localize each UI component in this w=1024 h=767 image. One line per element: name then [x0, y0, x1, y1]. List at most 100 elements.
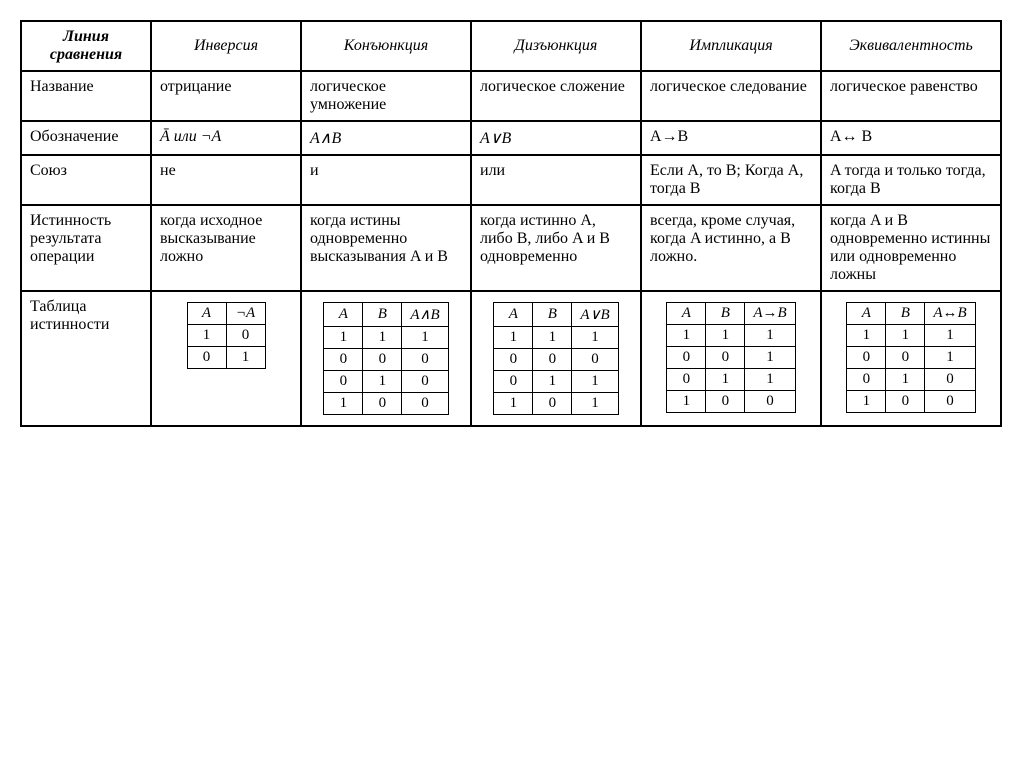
truth-cell: 1	[667, 391, 706, 413]
truth-col-header: ¬A	[226, 303, 265, 325]
truth-col-header: A	[187, 303, 226, 325]
truth-cell: 1	[847, 325, 886, 347]
truth-cell: 1	[745, 347, 795, 369]
truth-cell: 0	[925, 369, 975, 391]
truth-cell: 1	[226, 347, 265, 369]
truth-cell: 1	[572, 371, 618, 393]
cell-truth-cond-equivalence: когда A и B одновременно истинны или одн…	[821, 205, 1001, 291]
truth-col-header: B	[363, 303, 402, 327]
cell-truth-cond-disjunction: когда истинно A, либо B, либо A и B одно…	[471, 205, 641, 291]
truth-cell: 1	[324, 327, 363, 349]
cell-truth-table-disjunction: ABA∨B111000011101	[471, 291, 641, 426]
truth-cell: 0	[494, 349, 533, 371]
truth-col-header: B	[706, 303, 745, 325]
truth-cell: 0	[187, 347, 226, 369]
truth-cell: 1	[187, 325, 226, 347]
header-equivalence: Эквивалентность	[821, 21, 1001, 71]
cell-truth-cond-inversion: когда исходное высказывание ложно	[151, 205, 301, 291]
row-name-label: Название	[21, 71, 151, 121]
header-implication: Импликация	[641, 21, 821, 71]
truth-col-header: A	[667, 303, 706, 325]
cell-name-inversion: отрицание	[151, 71, 301, 121]
header-disjunction: Дизъюнкция	[471, 21, 641, 71]
truth-table-inversion: A¬A1001	[187, 302, 266, 369]
truth-cell: 0	[745, 391, 795, 413]
truth-cell: 1	[572, 327, 618, 349]
row-truth-table-label: Таблица истинности	[21, 291, 151, 426]
truth-col-header: B	[886, 303, 925, 325]
truth-table-conjunction: ABA∧B111000010100	[323, 302, 448, 415]
truth-cell: 0	[363, 393, 402, 415]
truth-cell: 1	[533, 327, 572, 349]
truth-cell: 0	[402, 393, 448, 415]
header-row: Линия сравнения Инверсия Конъюнкция Дизъ…	[21, 21, 1001, 71]
cell-truth-cond-conjunction: когда истины одновременно высказывания A…	[301, 205, 471, 291]
truth-cell: 1	[886, 369, 925, 391]
truth-cell: 1	[363, 327, 402, 349]
truth-cell: 1	[745, 325, 795, 347]
truth-cell: 1	[402, 327, 448, 349]
truth-col-header: A→B	[745, 303, 795, 325]
cell-union-implication: Если A, то B; Когда A, тогда B	[641, 155, 821, 205]
truth-cell: 0	[494, 371, 533, 393]
cell-truth-table-inversion: A¬A1001	[151, 291, 301, 426]
cell-notation-inversion: Ā или ¬A	[151, 121, 301, 155]
cell-union-disjunction: или	[471, 155, 641, 205]
row-truth-cond: Истинность результата операции когда исх…	[21, 205, 1001, 291]
cell-notation-equivalence: A↔ B	[821, 121, 1001, 155]
truth-cell: 1	[667, 325, 706, 347]
truth-cell: 0	[847, 369, 886, 391]
truth-cell: 0	[667, 347, 706, 369]
truth-cell: 0	[886, 391, 925, 413]
truth-col-header: A∨B	[572, 303, 618, 327]
truth-cell: 0	[925, 391, 975, 413]
truth-cell: 1	[324, 393, 363, 415]
truth-col-header: A∧B	[402, 303, 448, 327]
cell-notation-disjunction: A∨B	[471, 121, 641, 155]
row-union-label: Союз	[21, 155, 151, 205]
row-notation: Обозначение Ā или ¬A A∧B A∨B A→B A↔ B	[21, 121, 1001, 155]
cell-union-equivalence: A тогда и только тогда, когда B	[821, 155, 1001, 205]
truth-table-equivalence: ABA↔B111001010100	[846, 302, 975, 413]
cell-notation-implication: A→B	[641, 121, 821, 155]
cell-union-inversion: не	[151, 155, 301, 205]
truth-cell: 0	[324, 371, 363, 393]
truth-cell: 0	[402, 371, 448, 393]
cell-notation-conjunction: A∧B	[301, 121, 471, 155]
truth-cell: 0	[572, 349, 618, 371]
truth-cell: 1	[494, 393, 533, 415]
truth-col-header: B	[533, 303, 572, 327]
truth-cell: 0	[706, 347, 745, 369]
cell-truth-table-conjunction: ABA∧B111000010100	[301, 291, 471, 426]
cell-truth-cond-implication: всегда, кроме случая, когда A истинно, а…	[641, 205, 821, 291]
truth-cell: 1	[847, 391, 886, 413]
truth-cell: 1	[886, 325, 925, 347]
truth-cell: 0	[533, 393, 572, 415]
header-inversion: Инверсия	[151, 21, 301, 71]
cell-union-conjunction: и	[301, 155, 471, 205]
truth-cell: 1	[572, 393, 618, 415]
truth-cell: 1	[706, 369, 745, 391]
truth-cell: 0	[226, 325, 265, 347]
cell-name-implication: логическое следование	[641, 71, 821, 121]
truth-cell: 0	[402, 349, 448, 371]
truth-cell: 0	[533, 349, 572, 371]
truth-cell: 1	[363, 371, 402, 393]
truth-cell: 0	[706, 391, 745, 413]
truth-cell: 0	[667, 369, 706, 391]
row-union: Союз не и или Если A, то B; Когда A, тог…	[21, 155, 1001, 205]
truth-cell: 0	[886, 347, 925, 369]
truth-cell: 0	[847, 347, 886, 369]
truth-cell: 0	[324, 349, 363, 371]
cell-truth-table-implication: ABA→B111001011100	[641, 291, 821, 426]
truth-cell: 1	[745, 369, 795, 391]
cell-name-equivalence: логическое равенство	[821, 71, 1001, 121]
truth-col-header: A	[324, 303, 363, 327]
logic-operations-table: Линия сравнения Инверсия Конъюнкция Дизъ…	[20, 20, 1002, 427]
row-truth-table: Таблица истинности A¬A1001 ABA∧B11100001…	[21, 291, 1001, 426]
truth-cell: 1	[706, 325, 745, 347]
truth-cell: 1	[494, 327, 533, 349]
header-conjunction: Конъюнкция	[301, 21, 471, 71]
truth-col-header: A	[847, 303, 886, 325]
truth-col-header: A	[494, 303, 533, 327]
